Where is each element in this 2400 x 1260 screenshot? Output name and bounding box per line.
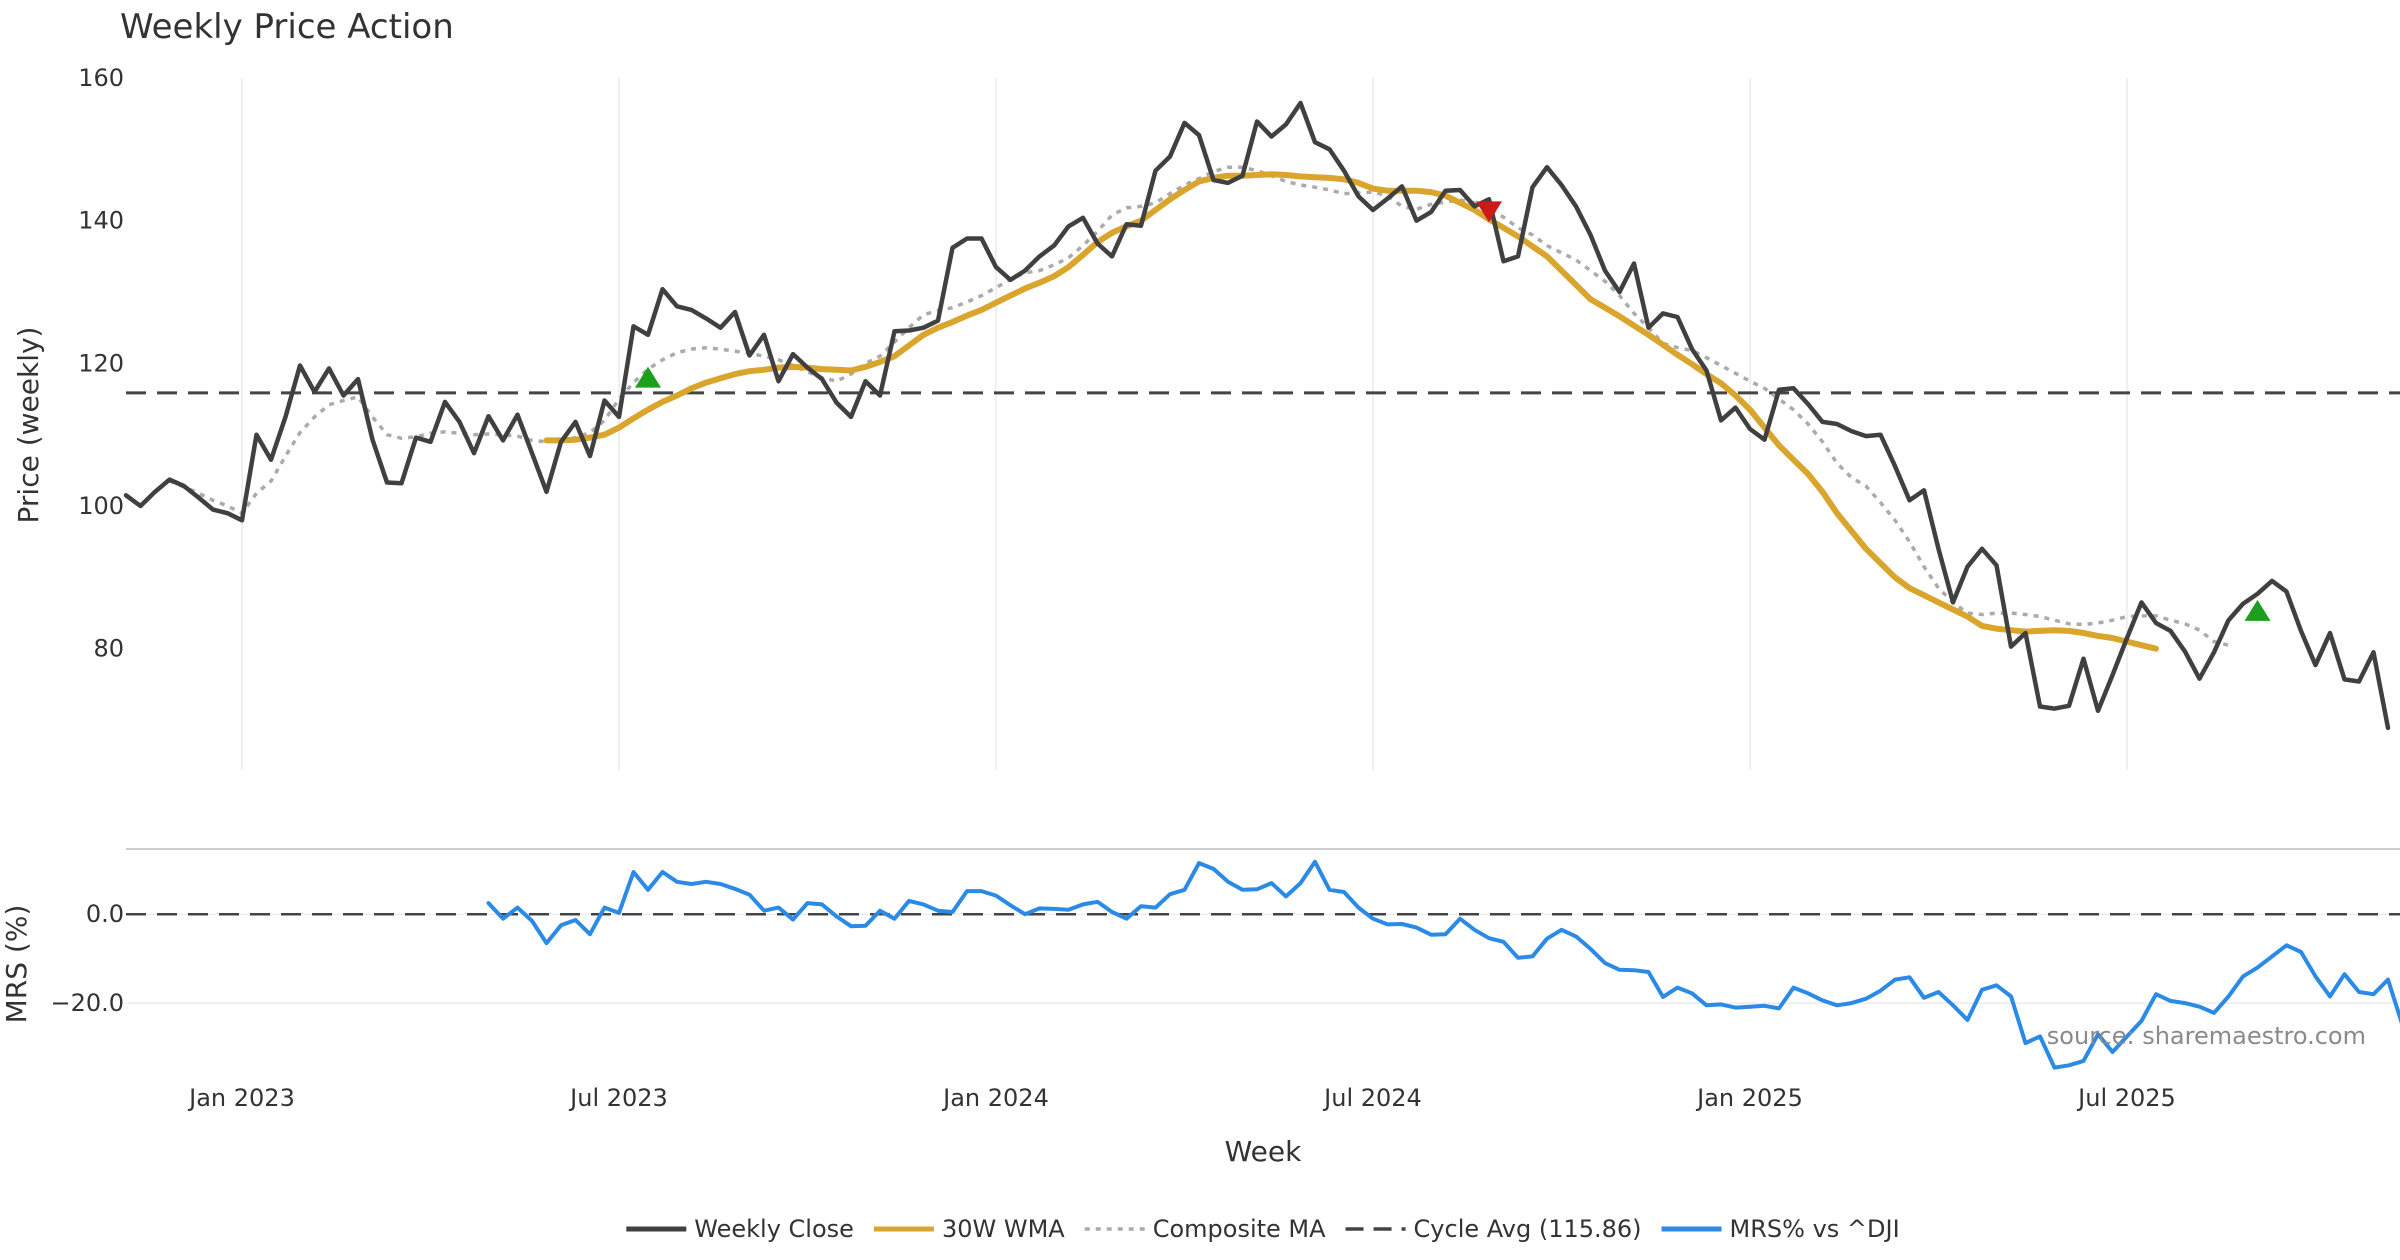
mrs-y-axis-label: MRS (%) [0,905,33,1024]
legend-item: MRS% vs ^DJI [1661,1215,1900,1243]
composite-ma-line [168,165,2229,647]
source-annotation: source: sharemaestro.com [2047,1022,2366,1050]
price-y-ticks: 80 100 120 140 160 [78,64,124,663]
price-y-tick-label: 160 [78,64,124,92]
mrs-y-tick-label: −20.0 [50,989,124,1017]
buy-signal-marker [635,366,661,388]
x-tick-label: Jul 2024 [1322,1084,1422,1112]
wma-30w-line [543,171,2159,652]
price-y-tick-label: 100 [78,492,124,520]
buy-signal-marker [2244,599,2271,621]
x-tick-label: Jul 2025 [2076,1084,2176,1112]
legend-item: Composite MA [1084,1215,1326,1243]
price-y-tick-label: 140 [78,207,124,235]
mrs-y-ticks: 0.0 −20.0 [50,900,124,1017]
x-tick-label: Jan 2024 [941,1084,1049,1112]
x-tick-label: Jan 2025 [1695,1084,1803,1112]
mrs-plot [126,859,2400,1070]
mrs-line [486,859,2400,1070]
x-axis-label: Week [1225,1135,1302,1168]
mrs-y-tick-label: 0.0 [86,900,124,928]
legend-item: 30W WMA [873,1215,1065,1243]
legend-label: Cycle Avg (115.86) [1414,1215,1642,1243]
price-grid [241,78,2128,770]
legend-label: 30W WMA [942,1215,1065,1243]
legend-item: Cycle Avg (115.86) [1345,1215,1642,1243]
price-plot [123,100,2400,731]
mrs-grid [126,913,2400,1004]
legend-label: Weekly Close [694,1215,854,1243]
price-y-axis-label: Price (weekly) [12,327,45,524]
legend-item: Weekly Close [626,1215,854,1243]
chart-title: Weekly Price Action [120,7,454,47]
sell-signal-marker [1476,201,1502,223]
legend-label: MRS% vs ^DJI [1730,1215,1900,1243]
price-y-tick-label: 120 [78,349,124,377]
x-ticks: Jan 2023 Jul 2023 Jan 2024 Jul 2024 Jan 2025… [187,1084,2176,1112]
x-tick-label: Jul 2023 [568,1084,668,1112]
x-tick-label: Jan 2023 [187,1084,295,1112]
legend: Weekly Close 30W WMA Composite MA Cycle Avg… [626,1215,1900,1243]
legend-label: Composite MA [1153,1215,1326,1243]
price-y-tick-label: 80 [93,635,124,663]
weekly-close-line [123,100,2391,731]
